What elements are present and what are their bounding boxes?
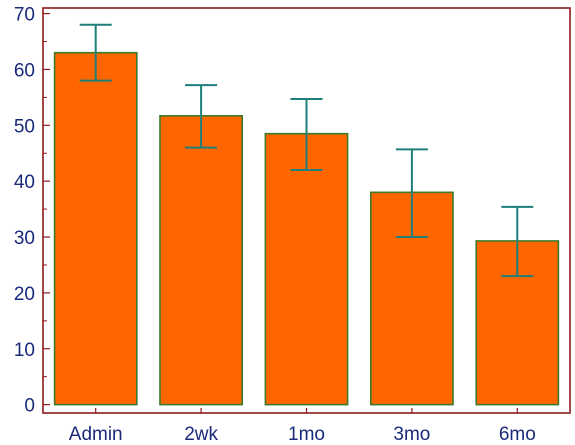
bar-6mo	[475, 240, 560, 406]
y-tick-label-30: 30	[14, 228, 35, 249]
y-tick-label-20: 20	[14, 284, 35, 305]
y-tick-label-0: 0	[24, 396, 35, 417]
axes-layer	[42, 7, 571, 414]
x-tick-label-admin: Admin	[69, 424, 123, 445]
bar-admin	[53, 51, 138, 406]
y-tick-label-10: 10	[14, 340, 35, 361]
x-tick-label-1mo: 1mo	[288, 424, 325, 445]
x-tick-label-2wk: 2wk	[184, 424, 218, 445]
bar-2wk	[159, 115, 244, 406]
y-tick-label-70: 70	[14, 5, 35, 26]
error-bars-layer	[79, 23, 534, 278]
tick-labels-layer: Admin 2wk 1mo 3mo 6mo 0 10 20 30 40 50 60 70	[14, 5, 536, 445]
plot-frame	[42, 7, 571, 414]
x-tick-label-3mo: 3mo	[393, 424, 430, 445]
y-tick-label-40: 40	[14, 172, 35, 193]
bar-1mo	[264, 132, 349, 406]
x-tick-label-6mo: 6mo	[499, 424, 536, 445]
y-tick-label-60: 60	[14, 60, 35, 81]
y-tick-label-50: 50	[14, 116, 35, 137]
